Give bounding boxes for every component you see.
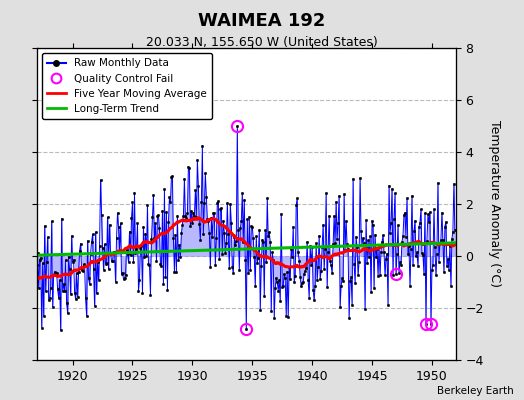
Text: Berkeley Earth: Berkeley Earth (437, 386, 514, 396)
Text: 20.033 N, 155.650 W (United States): 20.033 N, 155.650 W (United States) (146, 36, 378, 49)
Y-axis label: Temperature Anomaly (°C): Temperature Anomaly (°C) (488, 120, 500, 288)
Text: WAIMEA 192: WAIMEA 192 (198, 12, 326, 30)
Legend: Raw Monthly Data, Quality Control Fail, Five Year Moving Average, Long-Term Tren: Raw Monthly Data, Quality Control Fail, … (42, 53, 212, 119)
